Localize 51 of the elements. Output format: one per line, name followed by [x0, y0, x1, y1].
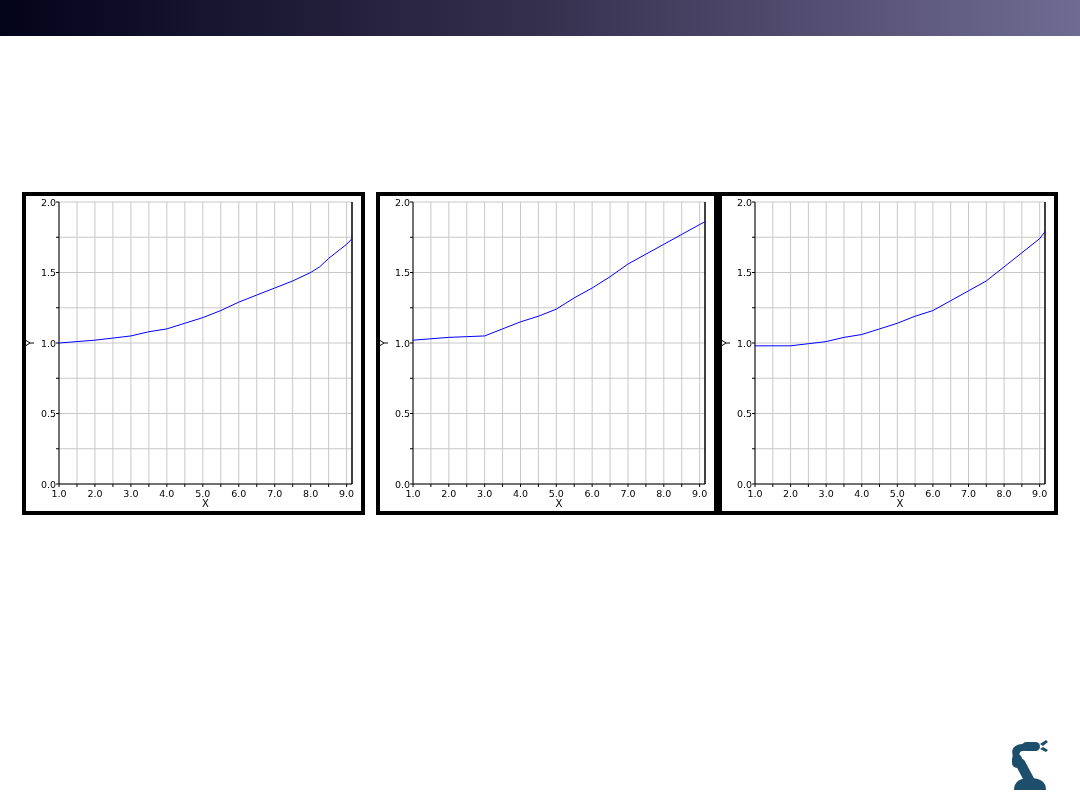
x-tick-label: 7.0 — [267, 488, 283, 499]
y-tick-label: 1.0 — [40, 337, 56, 349]
x-tick-label: 8.0 — [303, 488, 319, 499]
x-tick-label: 3.0 — [477, 488, 493, 499]
y-tick-label: 0.5 — [736, 408, 752, 419]
y-tick-label: 0.5 — [40, 408, 56, 419]
x-axis-title: X — [555, 498, 563, 509]
x-tick-label: 3.0 — [818, 488, 834, 499]
x-tick-label: 6.0 — [584, 488, 600, 499]
x-tick-label: 8.0 — [996, 488, 1012, 499]
x-tick-label: 4.0 — [854, 488, 870, 499]
y-tick-label: 1.5 — [40, 267, 56, 278]
x-tick-label: 8.0 — [656, 488, 672, 499]
x-axis-title: X — [896, 498, 904, 509]
y-axis-title: Y — [721, 339, 732, 348]
x-tick-label: 4.0 — [512, 488, 529, 499]
y-tick-label: 0.0 — [394, 478, 410, 490]
x-tick-label: 6.0 — [231, 488, 247, 499]
line-series — [412, 221, 706, 341]
y-axis-title: Y — [379, 339, 390, 348]
y-tick-label: 0.0 — [736, 478, 752, 490]
y-tick-label: 0.0 — [40, 478, 56, 490]
x-tick-label: 2.0 — [441, 488, 457, 499]
x-tick-label: 1.0 — [405, 488, 421, 499]
x-tick-label: 5.0 — [195, 488, 211, 499]
x-tick-label: 9.0 — [692, 488, 708, 499]
y-tick-label: 2.0 — [736, 196, 752, 208]
x-axis-title: X — [202, 498, 210, 509]
x-tick-label: 2.0 — [783, 488, 799, 499]
y-axis-title: Y — [25, 339, 36, 348]
x-tick-label: 1.0 — [747, 488, 763, 499]
x-tick-label: 1.0 — [51, 488, 67, 499]
x-tick-label: 6.0 — [925, 488, 941, 499]
x-tick-label: 9.0 — [339, 488, 355, 499]
line-series — [754, 231, 1046, 347]
line-series — [58, 238, 353, 344]
x-tick-label: 3.0 — [123, 488, 139, 499]
y-tick-label: 0.5 — [394, 408, 410, 419]
y-tick-label: 1.0 — [394, 337, 410, 349]
x-tick-label: 9.0 — [1032, 488, 1048, 499]
x-tick-label: 5.0 — [548, 488, 564, 499]
x-tick-label: 7.0 — [960, 488, 977, 499]
y-tick-label: 2.0 — [40, 196, 56, 208]
y-tick-label: 1.5 — [736, 267, 752, 278]
y-tick-label: 1.0 — [736, 337, 752, 349]
x-tick-label: 7.0 — [620, 488, 636, 499]
y-tick-label: 2.0 — [394, 196, 410, 208]
y-tick-label: 1.5 — [394, 267, 410, 278]
x-tick-label: 5.0 — [889, 488, 905, 499]
x-tick-label: 4.0 — [159, 488, 175, 499]
x-tick-label: 2.0 — [87, 488, 103, 499]
